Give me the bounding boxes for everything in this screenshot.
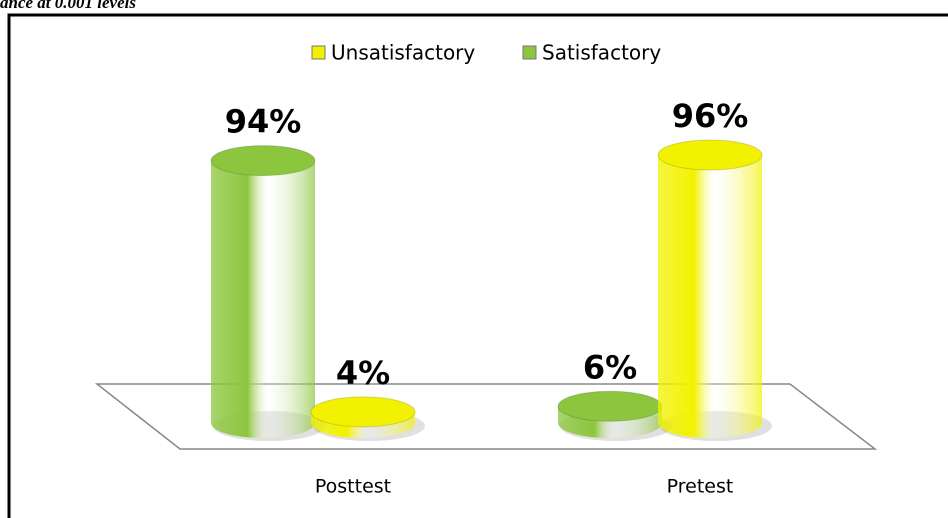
data-label: 6% xyxy=(583,348,637,386)
bar-top xyxy=(657,139,763,171)
bar-top xyxy=(310,396,416,428)
data-label: 4% xyxy=(336,354,390,392)
bar-top xyxy=(557,390,663,422)
legend-label: Satisfactory xyxy=(542,41,661,65)
x-tick-label: Pretest xyxy=(667,476,734,498)
frame xyxy=(7,13,948,518)
bar xyxy=(658,155,762,438)
caption: ance at 0.001 levels xyxy=(0,0,136,12)
data-label: 96% xyxy=(672,97,749,135)
x-tick-label: Posttest xyxy=(315,476,391,498)
legend-swatch xyxy=(522,45,537,60)
legend-swatch xyxy=(311,45,326,60)
bar xyxy=(211,160,315,439)
data-label: 94% xyxy=(225,103,302,141)
legend-label: Unsatisfactory xyxy=(331,41,475,65)
bar-top xyxy=(210,145,316,177)
